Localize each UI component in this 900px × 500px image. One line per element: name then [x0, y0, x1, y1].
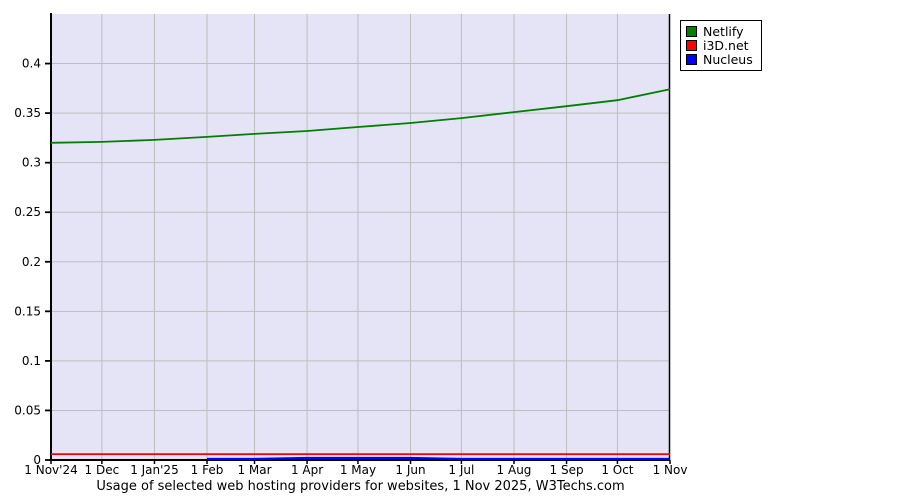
chart-title: Usage of selected web hosting providers … [96, 479, 625, 494]
legend: Netlify i3D.net Nucleus [680, 20, 762, 71]
x-tick-label: 1 Oct [601, 463, 633, 477]
x-tick-label: 1 May [340, 463, 376, 477]
y-tick-label: 0.4 [22, 57, 41, 71]
x-tick-label: 1 Jun [395, 463, 425, 477]
series-line-netlify [50, 88, 671, 144]
y-tick-label: 0.2 [22, 255, 41, 269]
plot-area [51, 14, 670, 460]
x-tick-label: 1 Sep [550, 463, 584, 477]
legend-label: Netlify [703, 24, 744, 39]
legend-item-netlify: Netlify [686, 25, 753, 38]
x-tick-label: 1 Jul [448, 463, 474, 477]
x-tick-label: 1 Jan'25 [130, 463, 179, 477]
legend-item-i3dnet: i3D.net [686, 39, 753, 52]
series-line-nucleus [207, 456, 670, 461]
netlify-swatch [686, 26, 697, 37]
x-tick-label: 1 Feb [191, 463, 224, 477]
x-tick-label: 1 Aug [497, 463, 532, 477]
x-tick-label: 1 Dec [85, 463, 120, 477]
i3dnet-swatch [686, 40, 697, 51]
legend-label: Nucleus [703, 52, 753, 67]
legend-label: i3D.net [703, 38, 749, 53]
y-tick-label: 0.3 [22, 156, 41, 170]
y-tick-label: 0.25 [14, 205, 41, 219]
x-tick-label: 1 Nov'24 [24, 463, 77, 477]
y-tick-label: 0.15 [14, 304, 41, 318]
x-tick-label: 1 Apr [291, 463, 323, 477]
y-tick-label: 0 [33, 453, 41, 467]
nucleus-swatch [686, 54, 697, 65]
x-tick-label: 1 Nov [653, 463, 688, 477]
y-tick-label: 0.05 [14, 403, 41, 417]
y-tick-label: 0.35 [14, 106, 41, 120]
x-tick-label: 1 Mar [237, 463, 271, 477]
y-tick-label: 0.1 [22, 354, 41, 368]
legend-item-nucleus: Nucleus [686, 53, 753, 66]
